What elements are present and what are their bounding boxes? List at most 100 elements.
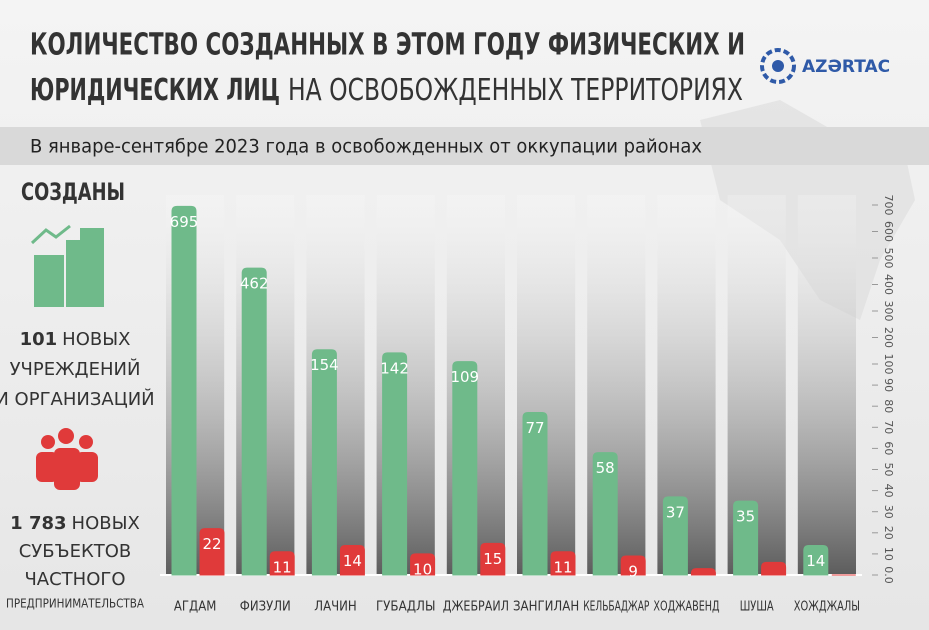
- icon-part: [58, 428, 74, 444]
- value-label: 77: [525, 419, 544, 437]
- logo-text: AZƏRTAC: [802, 57, 890, 77]
- y-tick-label: 50: [882, 463, 895, 477]
- people-icon: [36, 428, 98, 490]
- x-tick-label: ГУБАДЛЫ: [376, 600, 436, 615]
- entrepreneurs-text: НОВЫХ: [72, 513, 140, 534]
- value-label: 35: [736, 508, 755, 526]
- value-label: 695: [170, 213, 199, 231]
- x-tick-label: ЛАЧИН: [314, 600, 357, 615]
- title-rest: НА ОСВОБОЖДЕННЫХ ТЕРРИТОРИЯХ: [288, 73, 743, 108]
- bar: [480, 542, 506, 576]
- value-label: 154: [310, 356, 339, 374]
- column-background: [797, 195, 856, 575]
- institutions-line1: 101 НОВЫХ: [20, 329, 131, 350]
- subtitle-band: [0, 127, 929, 165]
- bar: [199, 528, 225, 576]
- y-tick-label: 400: [882, 274, 895, 295]
- title-line2: ЮРИДИЧЕСКИХ ЛИЦ НА ОСВОБОЖДЕННЫХ ТЕРРИТОР…: [30, 73, 743, 108]
- bar: [452, 361, 478, 576]
- x-tick-label: ДЖЕБРАИЛ: [443, 600, 509, 615]
- summary-panel: СОЗДАНЫ 101 НОВЫХ УЧРЕЖДЕНИЙ И ОРГАНИЗАЦИ…: [0, 178, 155, 611]
- bar: [522, 412, 548, 576]
- entrepreneurs-line1: 1 783 НОВЫХ: [10, 513, 140, 534]
- x-tick-label: ЗАНГИЛАН: [513, 600, 579, 615]
- bar: [269, 551, 295, 576]
- value-label: 142: [380, 359, 409, 377]
- y-tick-label: 500: [882, 248, 895, 269]
- icon-part: [34, 255, 64, 307]
- y-tick-label: 90: [882, 378, 895, 392]
- value-label: 15: [483, 550, 502, 568]
- y-tick-label: 40: [882, 484, 895, 498]
- chart: 0.0 10 20 30 40 50 60 70 80 90 100 200 300 400 500 600 7…: [160, 195, 895, 615]
- y-tick-label: 80: [882, 399, 895, 413]
- institutions-text: НОВЫХ: [62, 329, 130, 350]
- icon-part: [36, 452, 58, 482]
- entrepreneurs-text: СУБЪЕКТОВ: [19, 541, 132, 562]
- bar: [410, 553, 436, 576]
- title-line1: КОЛИЧЕСТВО СОЗДАННЫХ В ЭТОМ ГОДУ ФИЗИЧЕС…: [30, 28, 745, 63]
- value-label: 58: [596, 459, 615, 477]
- bar: [690, 568, 716, 576]
- buildings-icon: [30, 224, 104, 307]
- x-tick-label: КЕЛЬБАДЖАР: [583, 600, 649, 615]
- bar: [592, 452, 618, 576]
- y-tick-label: 100: [882, 354, 895, 375]
- x-tick-label: ХОЖДЖАЛЫ: [794, 600, 860, 615]
- entrepreneurs-text: ПРЕДПРИНИМАТЕЛЬСТВА: [6, 597, 145, 611]
- icon-part: [76, 452, 98, 482]
- bar: [803, 544, 829, 576]
- value-label: 9: [628, 563, 638, 581]
- bar: [733, 500, 759, 576]
- icon-part: [80, 228, 104, 307]
- logo-center: [772, 60, 784, 72]
- y-tick-label: 600: [882, 221, 895, 242]
- y-tick-label: 0.0: [882, 566, 895, 584]
- y-tick-label: 300: [882, 301, 895, 322]
- bar: [550, 551, 576, 576]
- summary-heading: СОЗДАНЫ: [21, 178, 125, 206]
- y-tick-label: 200: [882, 327, 895, 348]
- institutions-count: 101: [20, 329, 58, 350]
- icon-part: [30, 224, 71, 245]
- bar: [339, 544, 365, 576]
- bar: [311, 349, 337, 576]
- value-label: 14: [343, 552, 362, 570]
- value-label: 22: [202, 535, 221, 553]
- y-tick-label: 700: [882, 195, 895, 216]
- x-tick-label: ФИЗУЛИ: [240, 600, 291, 615]
- value-label: 109: [450, 368, 479, 386]
- bar: [241, 267, 267, 576]
- y-tick-label: 10: [882, 547, 895, 561]
- y-tick-label: 60: [882, 441, 895, 455]
- icon-part: [41, 435, 55, 449]
- institutions-text: УЧРЕЖДЕНИЙ: [10, 358, 141, 380]
- value-label: 462: [240, 275, 269, 293]
- x-tick-label: ШУША: [740, 600, 774, 615]
- bar: [171, 205, 197, 576]
- value-label: 37: [666, 503, 685, 521]
- x-tick-label: ХОДЖАВЕНД: [653, 600, 719, 615]
- bar: [382, 352, 408, 576]
- logo: AZƏRTAC: [760, 48, 890, 84]
- icon-part: [79, 435, 93, 449]
- entrepreneurs-text: ЧАСТНОГО: [24, 569, 125, 590]
- y-tick-label: 70: [882, 420, 895, 434]
- logo-mark: [760, 48, 796, 84]
- entrepreneurs-count: 1 783: [10, 513, 66, 534]
- icon-part: [54, 448, 80, 490]
- x-tick-label: АГДАМ: [174, 600, 217, 615]
- y-tick-label: 30: [882, 505, 895, 519]
- value-label: 11: [273, 558, 292, 576]
- institutions-text: И ОРГАНИЗАЦИЙ: [0, 388, 155, 410]
- bar: [620, 555, 646, 576]
- y-tick-label: 20: [882, 526, 895, 540]
- title-bold: ЮРИДИЧЕСКИХ ЛИЦ: [30, 73, 280, 108]
- subtitle: В январе-сентябре 2023 года в освобожден…: [30, 136, 702, 158]
- bar: [761, 561, 787, 576]
- value-label: 11: [553, 558, 572, 576]
- value-label: 10: [413, 560, 432, 578]
- value-label: 14: [806, 552, 825, 570]
- bar: [662, 496, 688, 576]
